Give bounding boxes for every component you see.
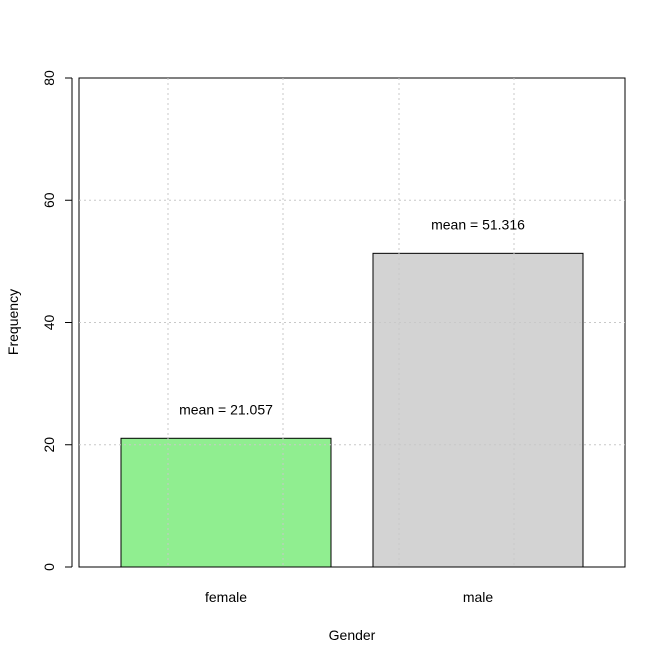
x-tick-label: female bbox=[205, 589, 247, 605]
data-label: mean = 51.316 bbox=[431, 216, 525, 232]
bars-layer bbox=[120, 252, 584, 568]
bar-male bbox=[372, 252, 584, 568]
y-tick-label: 20 bbox=[41, 437, 57, 453]
y-tick-label: 80 bbox=[41, 70, 57, 86]
x-tick-label: male bbox=[463, 589, 494, 605]
data-label: mean = 21.057 bbox=[179, 401, 273, 417]
y-axis: 0 20 40 60 80 bbox=[41, 70, 73, 571]
grid-overlay bbox=[167, 78, 515, 567]
bar-female bbox=[120, 437, 332, 568]
x-axis-title: Gender bbox=[329, 627, 376, 643]
y-tick-label: 40 bbox=[41, 315, 57, 331]
y-tick-label: 60 bbox=[41, 192, 57, 208]
y-axis-title: Frequency bbox=[5, 289, 21, 355]
y-tick-label: 0 bbox=[41, 563, 57, 571]
data-labels: mean = 21.057 mean = 51.316 bbox=[179, 216, 525, 417]
x-axis-labels: female male bbox=[205, 589, 493, 605]
